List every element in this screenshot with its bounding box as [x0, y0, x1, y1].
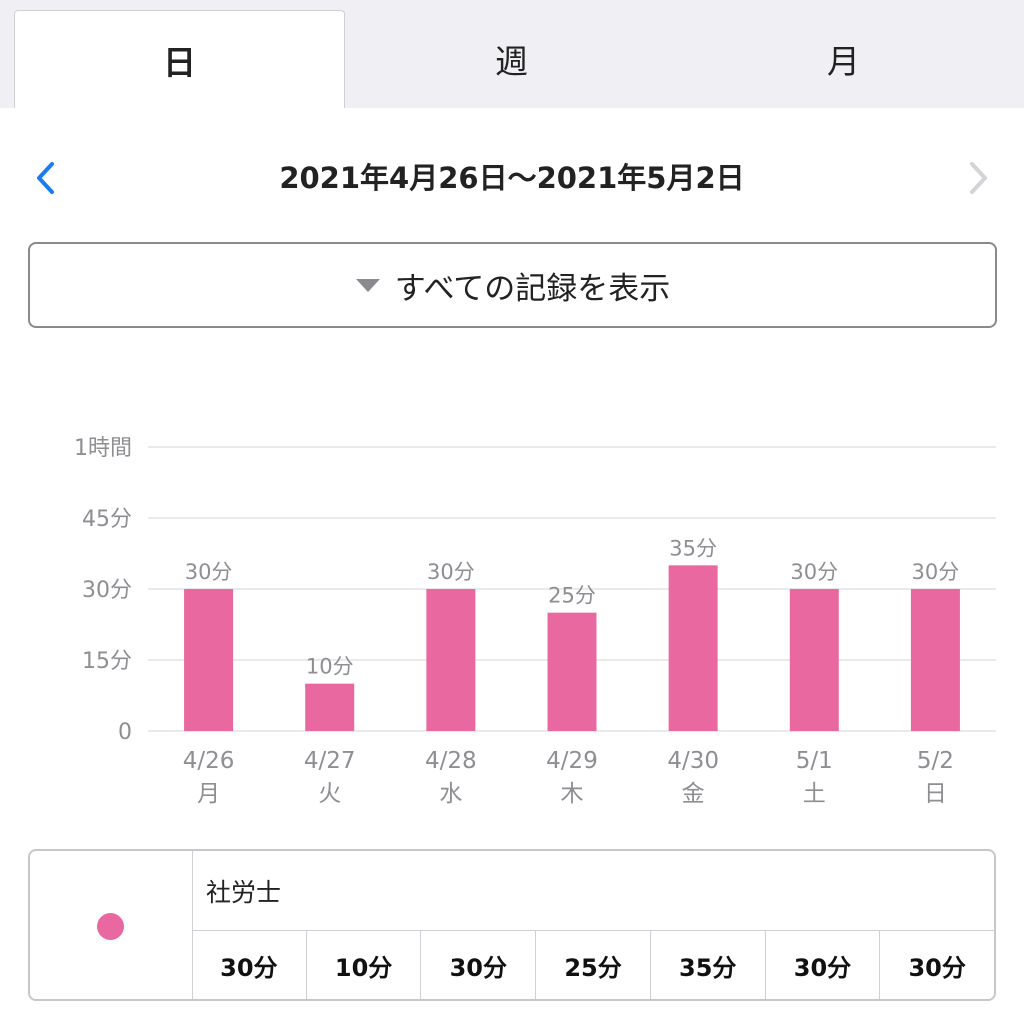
bar-value-label: 30分: [185, 560, 233, 584]
x-tick-label: 5/1: [796, 748, 833, 774]
legend-value-cell: 25分: [535, 931, 650, 999]
x-tick-label: 4/30: [667, 748, 719, 774]
bar-value-label: 35分: [669, 536, 717, 560]
bar-value-label: 30分: [912, 560, 960, 584]
y-tick-label: 1時間: [74, 436, 132, 461]
next-period-button[interactable]: [960, 158, 996, 198]
x-weekday-label: 木: [561, 781, 584, 807]
legend-values-row: 30分 10分 30分 25分 35分 30分 30分: [192, 931, 994, 999]
bar: [789, 589, 839, 731]
filter-label: すべての記録を表示: [394, 270, 671, 307]
legend-color-cell: [30, 851, 193, 999]
bar-value-label: 30分: [427, 560, 475, 584]
legend-value-cell: 30分: [764, 931, 880, 999]
tab-day[interactable]: 日: [14, 10, 345, 108]
legend-value-cell: 30分: [220, 953, 278, 982]
bar-value-label: 30分: [790, 560, 838, 584]
x-tick-label: 4/26: [183, 748, 235, 774]
legend-color-dot: [97, 913, 124, 940]
date-range-label: 2021年4月26日〜2021年5月2日: [279, 161, 745, 195]
x-tick-label: 4/28: [425, 748, 477, 774]
chevron-left-icon: [37, 162, 54, 194]
legend-value-cell: 30分: [879, 931, 994, 999]
legend-value-cell: 35分: [649, 931, 765, 999]
x-weekday-label: 水: [439, 781, 462, 807]
legend-table: 社労士 30分 10分 30分 25分 35分 30分 30分: [28, 849, 996, 1001]
y-tick-label: 15分: [82, 649, 132, 674]
y-tick-label: 45分: [82, 507, 132, 532]
bar: [184, 589, 234, 731]
legend-value-cell: 10分: [305, 931, 421, 999]
triangle-down-icon: [355, 279, 380, 292]
show-all-records-dropdown[interactable]: すべての記録を表示: [28, 242, 997, 328]
bar: [426, 589, 476, 731]
x-tick-label: 4/29: [546, 748, 598, 774]
chevron-right-icon: [970, 162, 987, 194]
x-weekday-label: 月: [197, 781, 220, 807]
tab-month[interactable]: 月: [827, 42, 860, 81]
x-weekday-label: 金: [682, 781, 705, 807]
y-tick-label: 0: [118, 720, 132, 745]
legend-value-cell: 30分: [420, 931, 535, 999]
period-tab-bar: 日 週 月: [0, 0, 1024, 108]
bar: [910, 589, 960, 731]
daily-study-time-chart: 0 15分 30分 45分 1時間 30分 4/26 月 10分 4/27 火 30分 4/28 水 25分…: [74, 436, 996, 807]
bar-value-label: 25分: [548, 584, 596, 608]
tab-week[interactable]: 週: [495, 42, 528, 81]
bar: [547, 612, 597, 731]
legend-subject-name: 社労士: [206, 878, 282, 907]
bar: [668, 565, 718, 731]
x-weekday-label: 土: [803, 781, 826, 807]
y-tick-label: 30分: [82, 578, 132, 603]
x-tick-label: 4/27: [304, 748, 356, 774]
bar: [305, 683, 355, 731]
x-weekday-label: 日: [924, 781, 947, 807]
x-weekday-label: 火: [318, 781, 341, 807]
bar-value-label: 10分: [306, 655, 354, 679]
previous-period-button[interactable]: [28, 158, 64, 198]
legend-divider: [192, 930, 994, 931]
x-tick-label: 5/2: [917, 748, 954, 774]
